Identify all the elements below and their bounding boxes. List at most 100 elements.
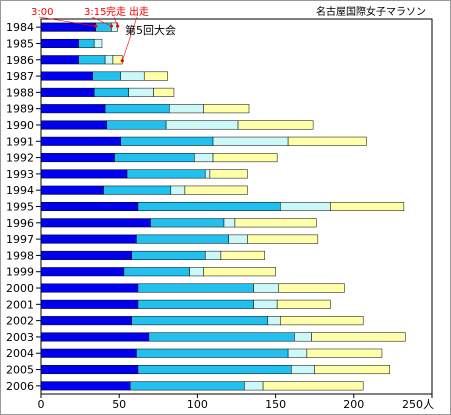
bar-segment: [40, 234, 137, 244]
bar-segment: [294, 332, 312, 342]
x-tick-label: 50: [112, 398, 126, 411]
y-tick-label: 1987: [6, 70, 34, 83]
bar-segment: [40, 136, 122, 146]
legend-leader-line: [122, 16, 138, 61]
bar-segment: [40, 316, 132, 326]
y-tick-label: 1997: [6, 233, 34, 246]
bar-segment: [287, 136, 367, 146]
y-tick-label: 1991: [6, 135, 34, 148]
y-tick-label: 1984: [6, 21, 34, 34]
legend-marker: [120, 59, 124, 63]
bar-segment: [278, 283, 345, 293]
bar-segment: [40, 71, 93, 81]
bar-segment: [244, 381, 264, 391]
bar-segment: [40, 299, 139, 309]
y-tick-label: 1990: [6, 119, 34, 132]
bar-segment: [93, 87, 129, 97]
y-tick-label: 2004: [6, 347, 34, 360]
bar-segment: [40, 169, 128, 179]
y-tick-label: 1988: [6, 86, 34, 99]
bar-segment: [247, 234, 319, 244]
bar-segment: [92, 71, 122, 81]
legend-label: 完走: [106, 5, 126, 18]
legend-marker: [116, 24, 120, 28]
bar-segment: [104, 55, 114, 65]
chart-title: 名古屋国際女子マラソン: [316, 5, 426, 18]
bar-segment: [40, 348, 137, 358]
legend-leader-line: [38, 16, 96, 27]
bar-segment: [306, 348, 383, 358]
bar-segment: [203, 267, 276, 277]
bar-segment: [262, 381, 364, 391]
bar-segment: [311, 332, 406, 342]
bar-segment: [314, 365, 391, 375]
bar-segment: [212, 136, 289, 146]
bar-segment: [112, 55, 123, 65]
bar-segment: [40, 283, 139, 293]
bar-segment: [78, 55, 106, 65]
bar-segment: [212, 153, 278, 163]
y-tick-label: 2006: [6, 380, 34, 393]
bar-segment: [290, 365, 315, 375]
legend-label: 3:15: [84, 7, 106, 18]
y-tick-label: 2002: [6, 315, 34, 328]
bar-segment: [170, 185, 186, 195]
bar-segment: [330, 202, 405, 211]
bar-segment: [78, 38, 95, 48]
bar-segment: [40, 332, 150, 342]
y-tick-label: 1994: [6, 184, 34, 197]
bar-segment: [137, 283, 254, 293]
legend-leader-line: [91, 16, 112, 27]
bar-segment: [253, 299, 278, 309]
bar-segment: [104, 104, 170, 114]
bar-segment: [267, 316, 281, 326]
bar-segment: [40, 153, 115, 163]
subtitle-annotation: 第5回大会: [125, 23, 176, 37]
bar-segment: [143, 71, 168, 81]
bar-segment: [137, 202, 281, 211]
x-tick-label: 150: [265, 398, 286, 411]
y-tick-label: 1985: [6, 37, 34, 50]
bar-segment: [153, 87, 175, 97]
x-tick-label: 250人: [402, 398, 434, 411]
legend-label: 3:00: [31, 7, 53, 18]
bar-segment: [184, 185, 248, 195]
y-tick-label: 1992: [6, 152, 34, 165]
bar-segment: [204, 169, 211, 179]
bar-segment: [253, 283, 279, 293]
bar-segment: [40, 267, 125, 277]
y-tick-label: 1993: [6, 168, 34, 181]
bar-segment: [287, 348, 308, 358]
bar-segment: [234, 218, 317, 228]
x-tick-label: 0: [38, 398, 45, 411]
bar-segment: [136, 234, 229, 244]
bar-segment: [126, 169, 206, 179]
bar-segment: [137, 365, 292, 375]
x-tick-label: 200: [343, 398, 364, 411]
bar-segment: [209, 169, 248, 179]
bar-segment: [120, 136, 214, 146]
y-tick-label: 1999: [6, 266, 34, 279]
y-tick-label: 1986: [6, 54, 34, 67]
bar-segment: [165, 120, 239, 130]
bar-segment: [128, 87, 154, 97]
bar-segment: [40, 250, 132, 260]
bar-segment: [280, 202, 331, 211]
bar-segment: [136, 348, 289, 358]
bar-segment: [40, 381, 131, 391]
y-tick-label: 2005: [6, 364, 34, 377]
bar-segment: [114, 153, 195, 163]
bar-segment: [131, 250, 206, 260]
bar-segment: [131, 316, 269, 326]
bar-segment: [203, 104, 250, 114]
bar-segment: [40, 218, 151, 228]
bar-segment: [95, 22, 112, 32]
bar-segment: [137, 299, 254, 309]
bar-segment: [276, 299, 331, 309]
bar-segment: [103, 185, 172, 195]
bar-segment: [120, 71, 145, 81]
bar-segment: [40, 22, 96, 32]
bar-segment: [40, 120, 107, 130]
